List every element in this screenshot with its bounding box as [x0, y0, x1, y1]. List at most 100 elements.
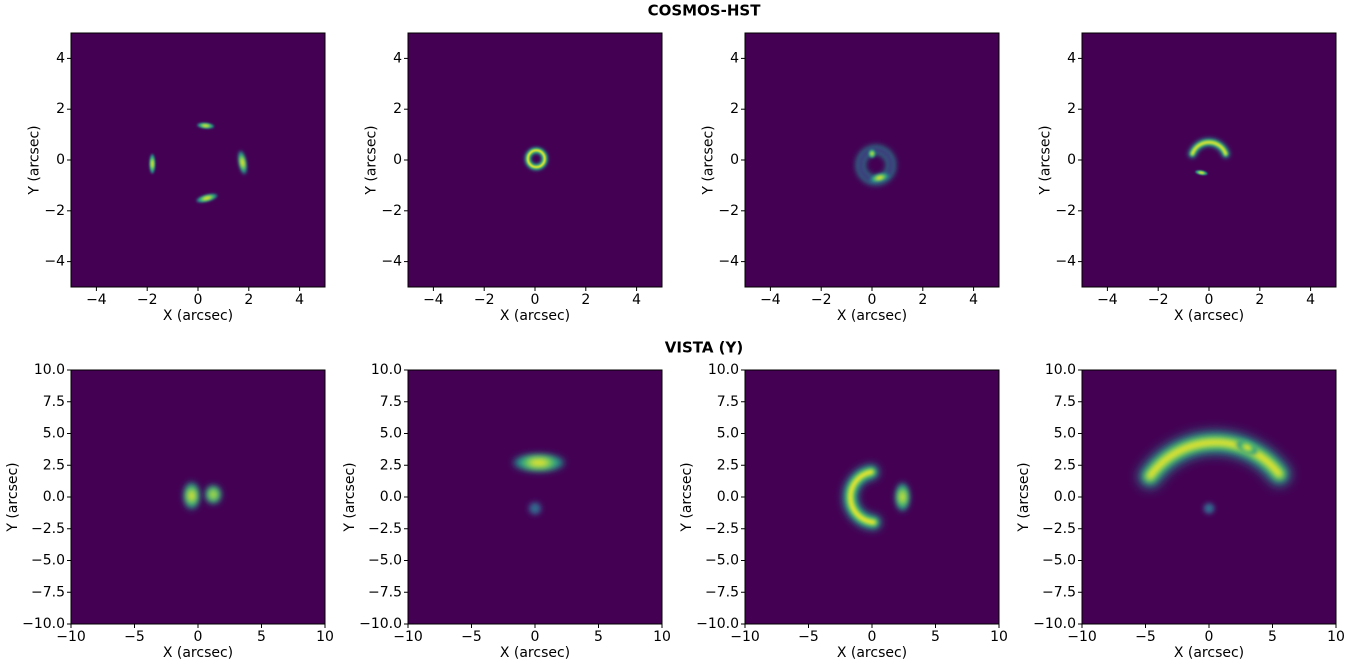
x-tick-label: −4 [86, 292, 107, 308]
y-axis-label: Y (arcsec) [679, 462, 695, 532]
blob-image [1195, 170, 1208, 176]
image-background [408, 370, 662, 624]
row-title: COSMOS-HST [648, 2, 762, 20]
y-tick-label: 2 [730, 101, 739, 117]
x-axis-label: X (arcsec) [1174, 645, 1244, 661]
image-background [745, 33, 999, 287]
image-area [408, 33, 662, 287]
x-tick-label: −10 [730, 629, 760, 645]
x-tick-label: −10 [56, 629, 86, 645]
x-tick-label: 4 [295, 292, 304, 308]
image-background [1082, 370, 1336, 624]
y-tick-label: −10.0 [696, 616, 739, 632]
y-tick-label: 0.0 [43, 489, 65, 505]
x-tick-label: −5 [461, 629, 482, 645]
y-tick-label: 0 [393, 152, 402, 168]
x-tick-label: 10 [316, 629, 334, 645]
y-tick-label: −4 [718, 254, 739, 270]
x-tick-label: 0 [1205, 292, 1214, 308]
y-tick-label: −2.5 [705, 521, 739, 537]
image-area [745, 370, 999, 624]
x-axis-label: X (arcsec) [500, 308, 570, 324]
x-tick-label: 0 [1205, 629, 1214, 645]
blob-image [183, 482, 200, 510]
image-area [408, 370, 662, 624]
x-tick-label: 5 [1268, 629, 1277, 645]
x-tick-label: 10 [990, 629, 1008, 645]
arc-image [1188, 138, 1230, 158]
x-tick-label: 0 [194, 292, 203, 308]
y-tick-label: −2.5 [368, 521, 402, 537]
x-tick-label: −10 [393, 629, 423, 645]
x-tick-label: 2 [581, 292, 590, 308]
x-axis-label: X (arcsec) [1174, 308, 1244, 324]
y-tick-label: −5.0 [31, 553, 65, 569]
x-tick-label: −2 [474, 292, 495, 308]
blob-image [1203, 502, 1215, 515]
y-tick-label: −5.0 [368, 553, 402, 569]
x-axis-label: X (arcsec) [163, 308, 233, 324]
x-tick-label: −5 [798, 629, 819, 645]
x-tick-label: −5 [1135, 629, 1156, 645]
y-tick-label: −5.0 [705, 553, 739, 569]
y-tick-label: −10.0 [359, 616, 402, 632]
image-background [71, 33, 325, 287]
x-tick-label: −2 [811, 292, 832, 308]
x-tick-label: 4 [632, 292, 641, 308]
arc-image [842, 464, 882, 530]
blob-image [513, 454, 564, 472]
y-tick-label: 0.0 [1054, 489, 1076, 505]
x-tick-label: 5 [594, 629, 603, 645]
y-tick-label: −2.5 [1042, 521, 1076, 537]
y-tick-label: −2 [381, 203, 402, 219]
y-axis-label: Y (arcsec) [342, 462, 358, 532]
blob-image [870, 173, 890, 183]
y-tick-label: 7.5 [380, 394, 402, 410]
y-tick-label: 0.0 [380, 489, 402, 505]
x-tick-label: −4 [423, 292, 444, 308]
blob-image [895, 483, 910, 511]
blob-image [197, 122, 214, 129]
y-tick-label: 7.5 [43, 394, 65, 410]
x-tick-label: 2 [918, 292, 927, 308]
y-tick-label: 2 [393, 101, 402, 117]
y-tick-label: −7.5 [31, 584, 65, 600]
y-tick-label: 4 [730, 50, 739, 66]
x-tick-label: 2 [244, 292, 253, 308]
arc-image [1138, 431, 1291, 488]
x-tick-label: 4 [969, 292, 978, 308]
y-tick-label: 5.0 [43, 426, 65, 442]
row-title: VISTA (Y) [665, 339, 743, 357]
y-tick-label: −2 [718, 203, 739, 219]
y-tick-label: −7.5 [368, 584, 402, 600]
image-background [745, 370, 999, 624]
arc-image [524, 147, 548, 171]
blob-image [1236, 440, 1258, 455]
y-tick-label: −4 [381, 254, 402, 270]
x-axis-label: X (arcsec) [837, 645, 907, 661]
y-axis-label: Y (arcsec) [27, 125, 43, 195]
x-tick-label: −5 [124, 629, 145, 645]
x-tick-label: 0 [194, 629, 203, 645]
y-tick-label: 4 [56, 50, 65, 66]
y-tick-label: −7.5 [705, 584, 739, 600]
y-tick-label: −4 [44, 254, 65, 270]
x-tick-label: 0 [531, 292, 540, 308]
y-tick-label: −2.5 [31, 521, 65, 537]
blob-image [528, 502, 542, 515]
y-tick-label: 7.5 [1054, 394, 1076, 410]
x-tick-label: −4 [1097, 292, 1118, 308]
x-tick-label: −2 [137, 292, 158, 308]
x-tick-label: 0 [868, 292, 877, 308]
y-tick-label: 4 [393, 50, 402, 66]
x-tick-label: 10 [1327, 629, 1345, 645]
y-tick-label: 5.0 [1054, 426, 1076, 442]
image-area [745, 33, 999, 287]
y-tick-label: −10.0 [22, 616, 65, 632]
y-tick-label: 0 [56, 152, 65, 168]
y-tick-label: 2.5 [43, 457, 65, 473]
y-tick-label: 0 [730, 152, 739, 168]
x-tick-label: −10 [1067, 629, 1097, 645]
y-tick-label: 5.0 [717, 426, 739, 442]
y-tick-label: 10.0 [34, 362, 65, 378]
